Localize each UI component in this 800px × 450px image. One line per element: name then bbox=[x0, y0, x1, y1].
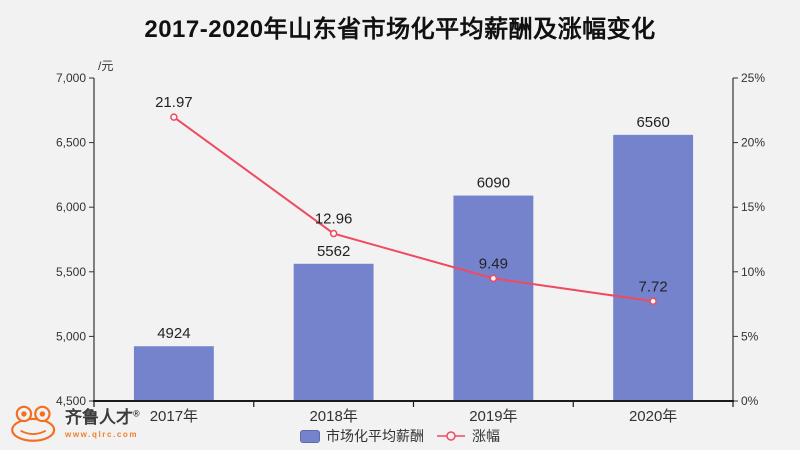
legend-item-growth: 涨幅 bbox=[436, 426, 500, 446]
legend-line-label: 涨幅 bbox=[472, 428, 500, 444]
logo-reg: ® bbox=[133, 408, 140, 419]
legend: 市场化平均薪酬 涨幅 bbox=[0, 426, 800, 446]
x-axis-label: 2018年 bbox=[309, 408, 357, 425]
logo-text: 齐鲁人才® www.qlrc.com bbox=[65, 409, 140, 439]
line-value-label: 7.72 bbox=[639, 278, 668, 295]
legend-line-symbol bbox=[437, 431, 465, 441]
right-axis-tick-label: 25% bbox=[741, 71, 765, 85]
left-axis-tick-label: 6,500 bbox=[56, 136, 86, 150]
x-axis-label: 2019年 bbox=[469, 408, 517, 425]
left-axis-tick-label: 7,000 bbox=[56, 71, 86, 85]
legend-bar-label: 市场化平均薪酬 bbox=[326, 428, 424, 444]
bar-value-label: 6090 bbox=[477, 175, 510, 192]
bar-2020年 bbox=[613, 134, 694, 401]
line-point-2019年 bbox=[489, 274, 498, 283]
line-value-label: 12.96 bbox=[315, 211, 353, 228]
bar-value-label: 5562 bbox=[317, 243, 350, 260]
left-axis-unit-label: /元 bbox=[98, 59, 113, 73]
legend-item-salary: 市场化平均薪酬 bbox=[300, 426, 424, 446]
right-axis-tick-label: 0% bbox=[741, 394, 759, 408]
logo-name: 齐鲁人才® bbox=[65, 408, 140, 428]
line-point-2020年 bbox=[649, 297, 657, 306]
growth-line bbox=[173, 116, 654, 303]
bar-2017年 bbox=[133, 346, 214, 401]
chart-title: 2017-2020年山东省市场化平均薪酬及涨幅变化 bbox=[144, 16, 656, 43]
right-axis-tick-label: 20% bbox=[741, 136, 765, 150]
left-axis-tick-label: 5,000 bbox=[56, 329, 86, 343]
right-axis-tick-label: 5% bbox=[741, 329, 759, 343]
x-axis-label: 2017年 bbox=[150, 408, 198, 425]
brand-watermark: 齐鲁人才® www.qlrc.com bbox=[8, 404, 140, 444]
frog-logo-icon bbox=[11, 405, 56, 442]
line-point-2018年 bbox=[329, 229, 338, 238]
bar-2018年 bbox=[293, 263, 374, 401]
bar-value-label: 6560 bbox=[636, 114, 669, 131]
left-axis-tick-label: 6,000 bbox=[56, 200, 86, 214]
legend-bar-swatch bbox=[300, 429, 320, 443]
right-axis-tick-label: 15% bbox=[741, 200, 765, 214]
bar-value-label: 4924 bbox=[157, 325, 190, 342]
line-point-2017年 bbox=[170, 113, 178, 121]
bar-2019年 bbox=[453, 195, 534, 401]
x-axis-label: 2020年 bbox=[629, 408, 677, 425]
left-axis-tick-label: 5,500 bbox=[56, 265, 86, 279]
line-value-label: 21.97 bbox=[155, 94, 193, 111]
left-axis-tick-label: 4,500 bbox=[56, 394, 86, 408]
line-value-label: 9.49 bbox=[479, 255, 508, 272]
right-axis-tick-label: 10% bbox=[741, 265, 765, 279]
logo-url: www.qlrc.com bbox=[65, 429, 139, 439]
